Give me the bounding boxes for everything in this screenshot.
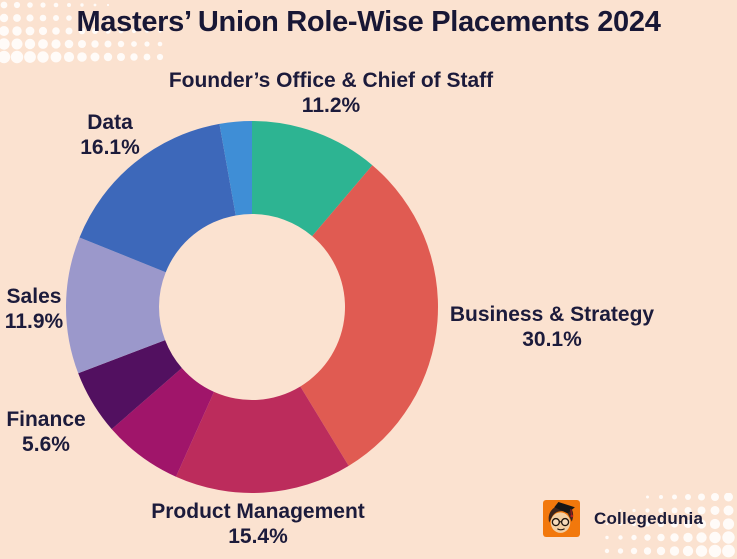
segment-pct-text: 30.1% (522, 328, 582, 351)
collegedunia-mascot-icon (543, 500, 580, 537)
page-title: Masters’ Union Role-Wise Placements 2024 (76, 6, 661, 38)
label-product-management: Product Management 15.4% (151, 499, 365, 549)
segment-label-text: Sales (6, 285, 62, 308)
label-sales: Sales 11.9% (5, 284, 63, 334)
donut-segment-business-strategy (300, 165, 439, 466)
segment-label-text: Business & Strategy (449, 303, 655, 326)
segment-pct-text: 15.4% (228, 525, 288, 548)
donut-segment-finance (78, 340, 182, 430)
donut-segment-sales (65, 237, 166, 374)
segment-label-text: Product Management (151, 500, 365, 523)
brand-name: Collegedunia (594, 508, 704, 528)
segment-pct-text: 11.9% (4, 310, 64, 333)
segment-pct-text: 5.6% (22, 433, 70, 456)
donut-segment-unlabeled-7 (219, 121, 252, 216)
label-finance: Finance 5.6% (6, 407, 85, 457)
segment-label-text: Founder’s Office & Chief of Staff (168, 69, 494, 92)
donut-segment-data (79, 123, 236, 273)
label-data: Data 16.1% (80, 110, 140, 160)
donut-segment-unlabeled-3 (111, 368, 214, 477)
segment-label-text: Data (87, 111, 133, 134)
brand-footer: Collegedunia (543, 500, 703, 537)
donut-segment-founder-s-office-chief-of-staff (252, 121, 373, 237)
label-business-strategy: Business & Strategy 30.1% (450, 302, 654, 352)
segment-pct-text: 11.2% (301, 94, 361, 117)
segment-pct-text: 16.1% (80, 136, 140, 159)
segment-label-text: Finance (6, 408, 86, 431)
donut-segment-product-management (175, 386, 349, 494)
label-founders-office: Founder’s Office & Chief of Staff 11.2% (169, 68, 493, 118)
